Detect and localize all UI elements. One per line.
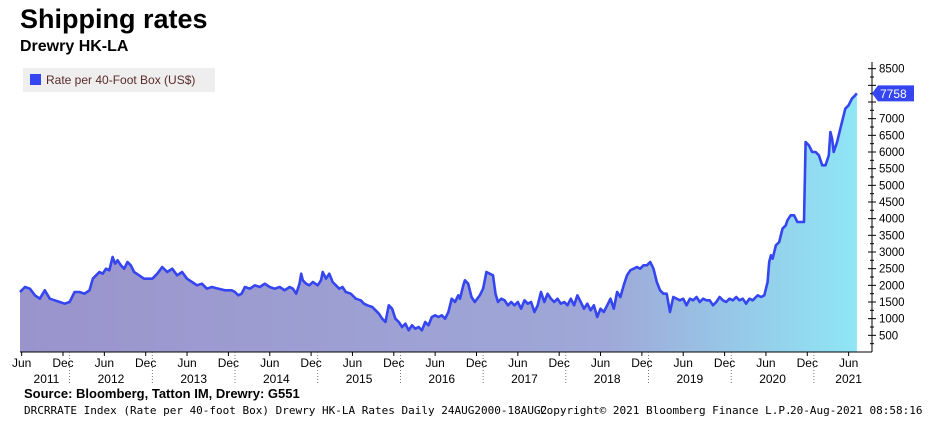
y-tick-label: 2500 (879, 264, 905, 276)
y-tick-label: 4500 (879, 197, 905, 209)
y-tick-label: 500 (879, 330, 898, 342)
x-year-label: 2018 (594, 372, 621, 386)
legend-label: Rate per 40-Foot Box (US$) (46, 73, 195, 87)
x-month-label: Dec (549, 356, 570, 370)
y-tick-label: 3500 (879, 230, 905, 242)
series-area (20, 93, 857, 353)
x-month-label: Jun (95, 356, 114, 370)
x-month-label: Dec (218, 356, 239, 370)
x-month-label: Dec (797, 356, 818, 370)
x-month-label: Dec (631, 356, 652, 370)
x-month-label: Jun (674, 356, 693, 370)
y-tick-label: 1000 (879, 314, 905, 326)
page-subtitle: Drewry HK-LA (20, 38, 129, 55)
x-year-label: 2016 (428, 372, 455, 386)
y-tick-label: 5500 (879, 164, 905, 176)
timestamp: 20-Aug-2021 08:58:16 (790, 404, 923, 417)
x-year-label: 2021 (835, 372, 862, 386)
y-tick-label: 6500 (879, 130, 905, 142)
y-tick-label: 7000 (879, 114, 905, 126)
x-year-label: 2011 (34, 372, 60, 386)
copyright-note: Copyright© 2021 Bloomberg Finance L.P. (540, 404, 792, 417)
x-month-label: Dec (714, 356, 735, 370)
x-year-label: 2015 (346, 372, 373, 386)
page-title: Shipping rates (20, 4, 208, 34)
source-note: Source: Bloomberg, Tatton IM, Drewry: G5… (24, 386, 300, 401)
last-value-label: 7758 (872, 85, 914, 102)
x-month-label: Dec (466, 356, 487, 370)
legend-swatch (30, 74, 41, 85)
x-year-label: 2012 (98, 372, 125, 386)
y-tick-label: 5000 (879, 180, 905, 192)
y-tick-label: 4000 (879, 214, 905, 226)
x-month-label: Jun (508, 356, 527, 370)
x-month-label: Dec (135, 356, 156, 370)
y-tick-label: 6000 (879, 147, 905, 159)
last-value-box (872, 85, 914, 102)
x-month-label: Jun (756, 356, 775, 370)
y-tick-label: 2000 (879, 280, 905, 292)
x-month-label: Jun (425, 356, 444, 370)
x-year-label: 2013 (180, 372, 207, 386)
x-month-label: Dec (52, 356, 73, 370)
x-month-label: Jun (591, 356, 610, 370)
last-value-text: 7758 (880, 87, 907, 101)
x-month-label: Jun (260, 356, 279, 370)
series-line (19, 92, 858, 332)
x-month-label: Dec (300, 356, 321, 370)
x-month-label: Jun (177, 356, 196, 370)
x-month-label: Jun (839, 356, 858, 370)
index-info: DRCRRATE Index (Rate per 40-foot Box) Dr… (24, 404, 548, 417)
x-year-label: 2017 (511, 372, 538, 386)
x-month-label: Dec (383, 356, 404, 370)
x-year-label: 2020 (759, 372, 786, 386)
legend-box (23, 68, 215, 92)
x-month-label: Jun (343, 356, 362, 370)
x-year-label: 2014 (263, 372, 290, 386)
x-year-label: 2019 (677, 372, 704, 386)
chart-legend: Rate per 40-Foot Box (US$) (23, 68, 215, 92)
y-tick-label: 1500 (879, 297, 905, 309)
y-tick-label: 8500 (879, 64, 905, 76)
y-tick-label: 3000 (879, 247, 905, 259)
x-month-label: Jun (12, 356, 31, 370)
